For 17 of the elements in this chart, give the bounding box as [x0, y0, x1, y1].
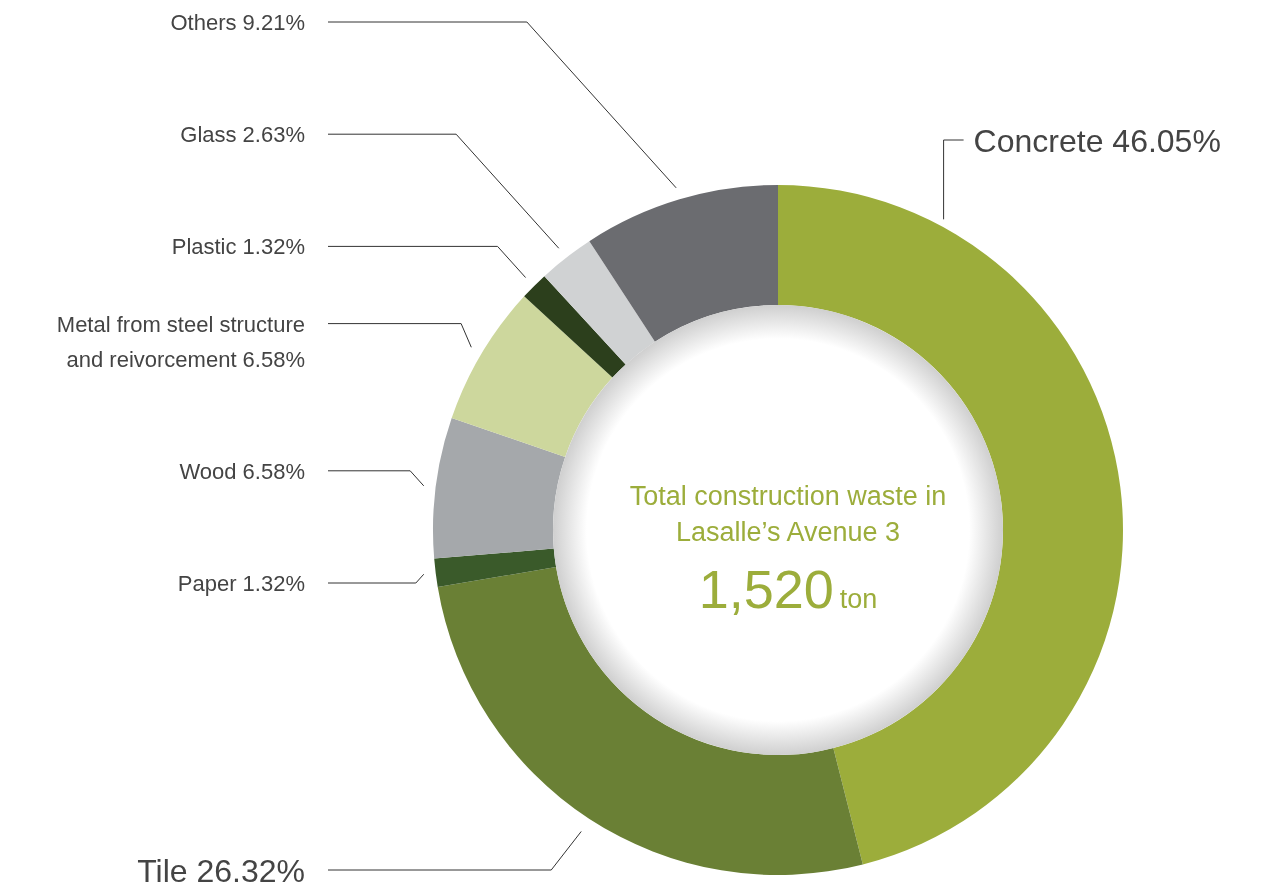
slice-label: Wood 6.58%: [179, 458, 305, 484]
slice-label: Concrete 46.05%: [973, 123, 1221, 159]
slice-label: Metal from steel structure and reivorcement 6.58%: [56, 311, 305, 372]
donut-slice: [451, 296, 613, 457]
slice-label: Paper 1.32%: [177, 571, 305, 596]
donut-slice: [544, 241, 655, 365]
donut-slice: [433, 418, 566, 559]
slice-label: Others 9.21%: [170, 10, 305, 35]
text: ton: [839, 584, 878, 614]
text: Total construction waste in Lasalle’s Avenue 3: [629, 481, 947, 547]
text: 1,520: [698, 559, 834, 619]
donut-slice: [524, 276, 626, 378]
donut-slice: [589, 185, 778, 342]
slice-label: Glass 2.63%: [180, 122, 305, 148]
donut-slice: [434, 548, 557, 587]
slice-label: Plastic 1.32%: [171, 234, 305, 260]
slice-label: Tile 26.32%: [137, 853, 305, 889]
